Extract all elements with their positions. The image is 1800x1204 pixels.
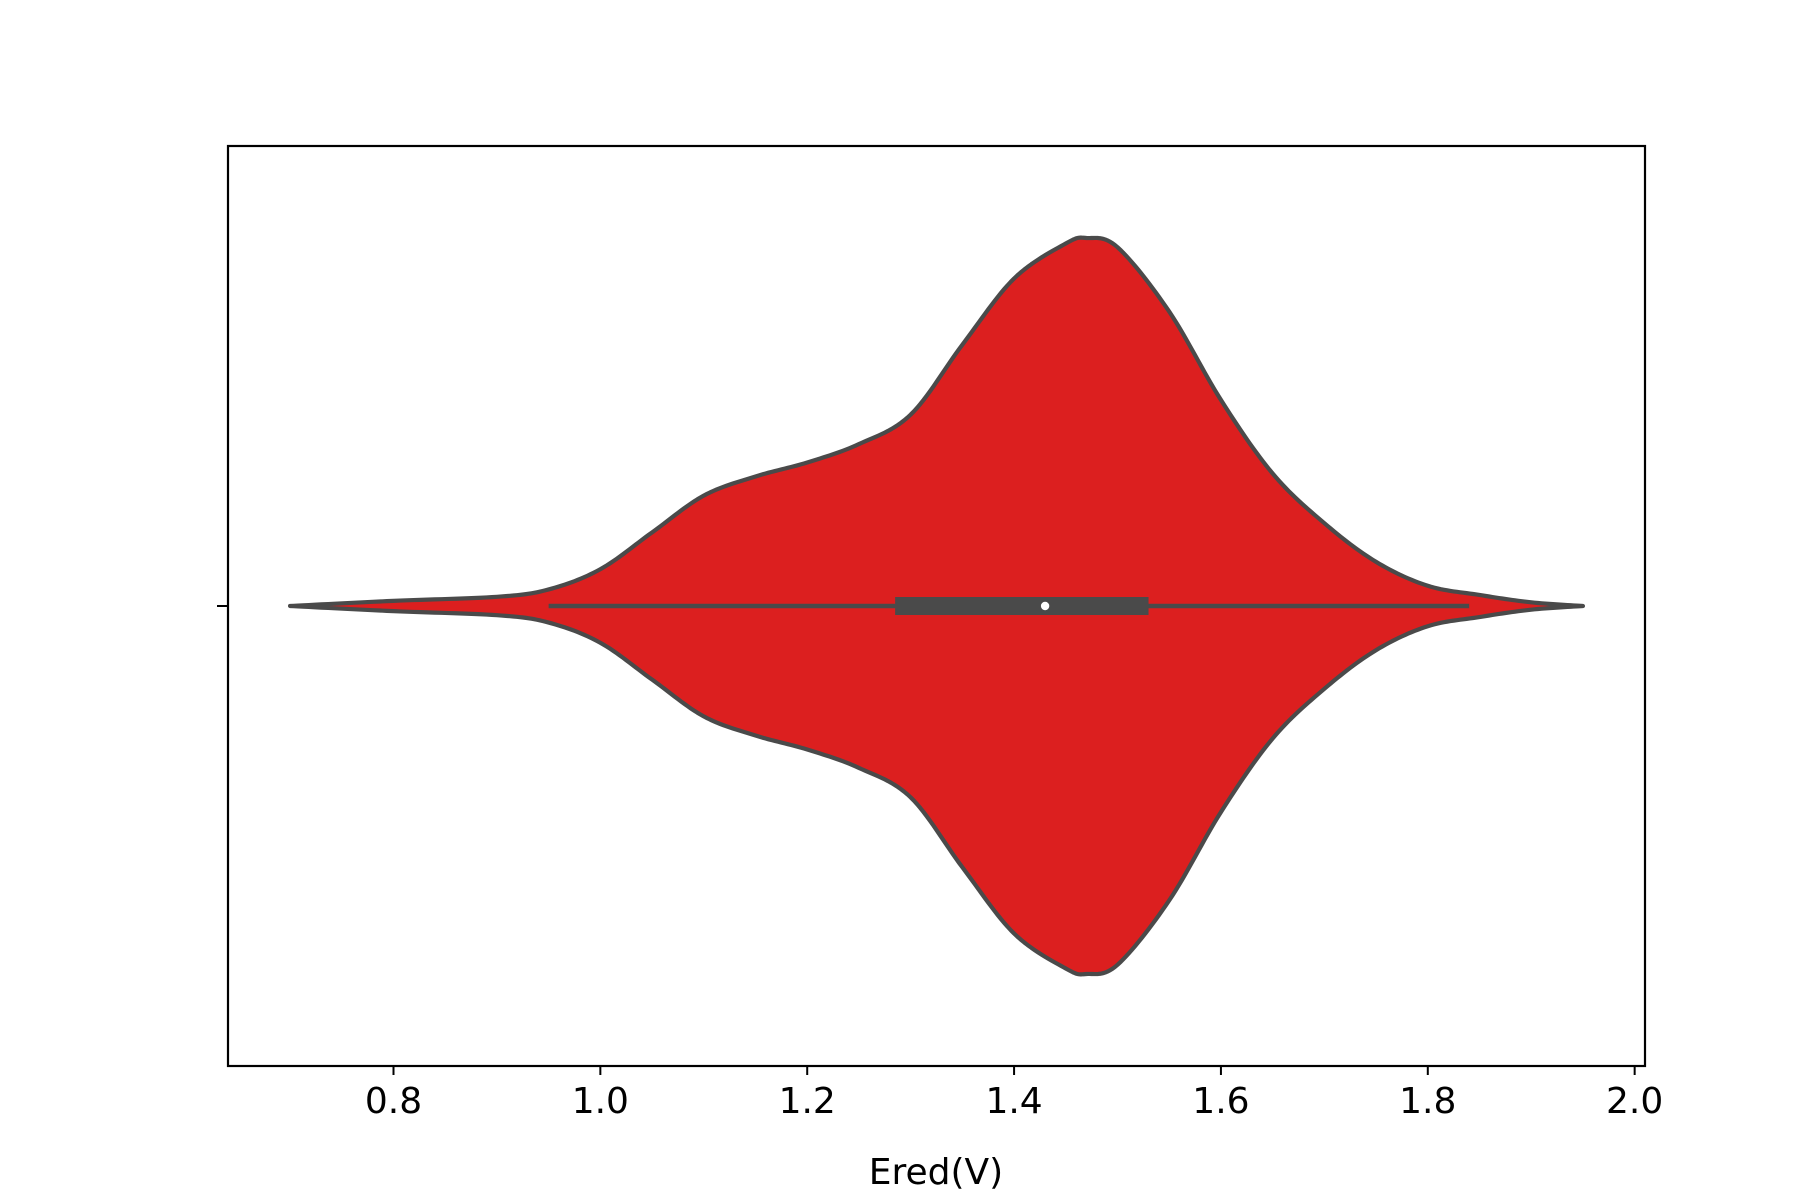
iqr-box [895,597,1149,615]
x-tick-label: 2.0 [1606,1081,1663,1122]
x-axis-label: Ered(V) [869,1152,1003,1193]
x-tick-label: 1.2 [779,1081,836,1122]
x-tick-label: 1.8 [1399,1081,1456,1122]
plot-layer [287,235,1586,977]
axes-layer: 0.8 1.0 1.2 1.4 1.6 1.8 2.0 [217,605,1663,1122]
x-tick-label: 1.4 [985,1081,1042,1122]
median-point [1040,601,1050,611]
x-tick-label: 1.6 [1192,1081,1249,1122]
x-tick-label: 0.8 [365,1081,422,1122]
x-tick-label: 1.0 [572,1081,629,1122]
